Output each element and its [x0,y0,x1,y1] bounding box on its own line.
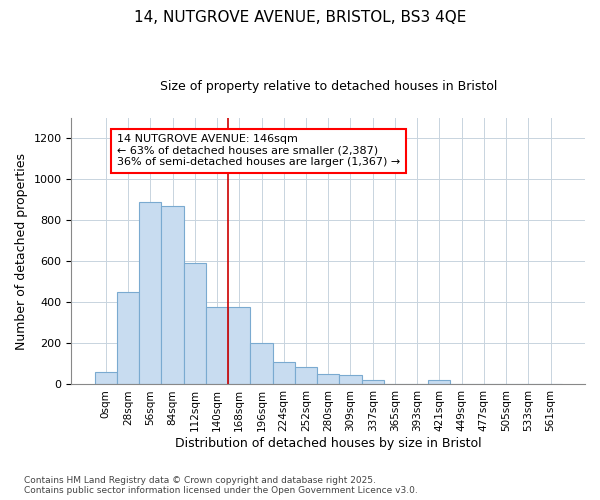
Bar [295,367,317,384]
Bar [139,202,161,384]
Bar [340,375,362,384]
Bar [117,292,139,384]
Bar [362,380,384,384]
Text: Contains HM Land Registry data © Crown copyright and database right 2025.
Contai: Contains HM Land Registry data © Crown c… [24,476,418,495]
Bar [206,306,228,384]
Text: 14 NUTGROVE AVENUE: 146sqm
← 63% of detached houses are smaller (2,387)
36% of s: 14 NUTGROVE AVENUE: 146sqm ← 63% of deta… [117,134,400,168]
Bar [428,380,451,384]
Bar [317,374,340,384]
Bar [250,344,272,384]
X-axis label: Distribution of detached houses by size in Bristol: Distribution of detached houses by size … [175,437,482,450]
Bar [228,306,250,384]
Title: Size of property relative to detached houses in Bristol: Size of property relative to detached ho… [160,80,497,93]
Bar [161,206,184,384]
Bar [272,362,295,384]
Y-axis label: Number of detached properties: Number of detached properties [15,152,28,350]
Bar [184,264,206,384]
Bar [95,372,117,384]
Text: 14, NUTGROVE AVENUE, BRISTOL, BS3 4QE: 14, NUTGROVE AVENUE, BRISTOL, BS3 4QE [134,10,466,25]
